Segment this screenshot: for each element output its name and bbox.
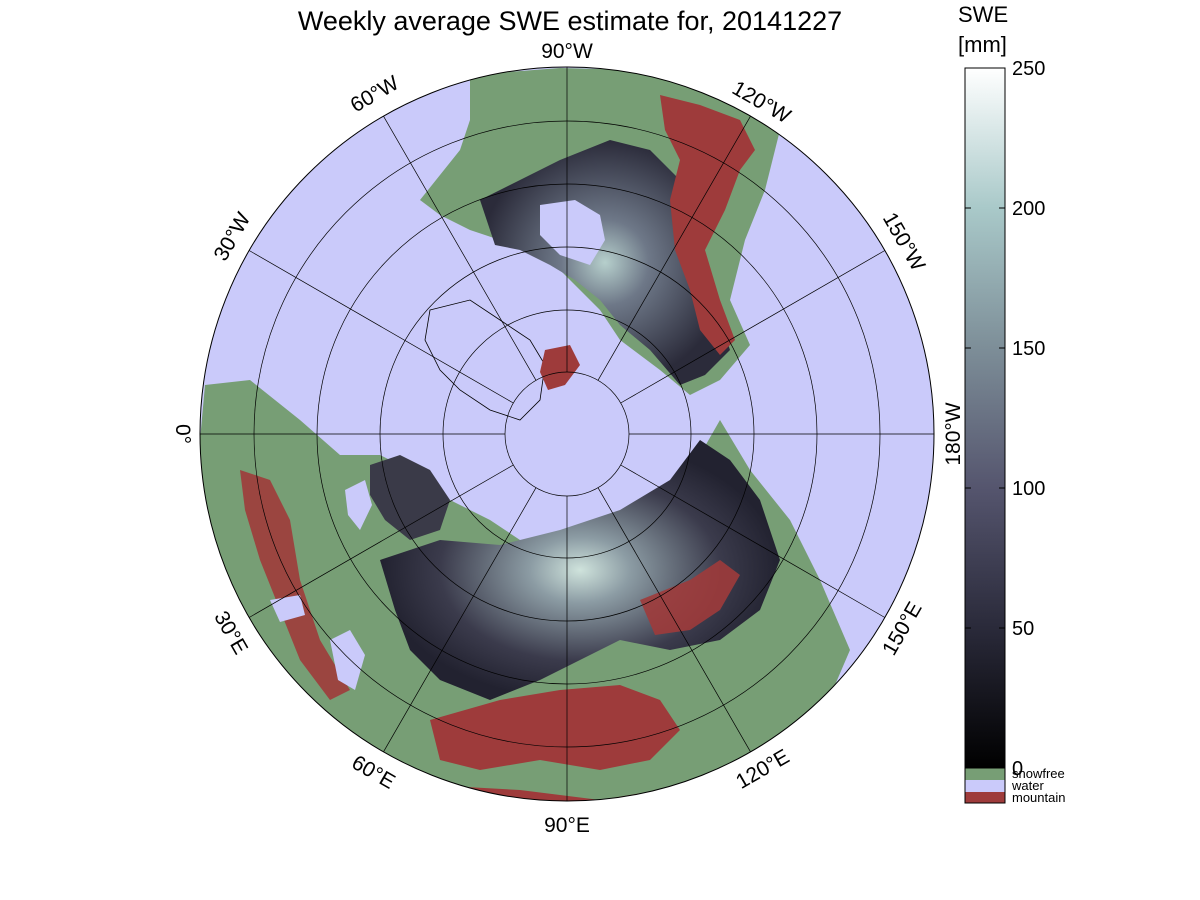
colorbar-label-line2: [mm] <box>958 32 1007 57</box>
colorbar-tick-label: 150 <box>1012 338 1045 360</box>
baltic-sea <box>345 480 372 530</box>
category-swatch-water <box>965 780 1005 792</box>
category-label-snowfree: snowfree <box>1012 766 1065 781</box>
category-label-mountain: mountain <box>1012 790 1065 805</box>
lon-label-90w: 90°W <box>541 40 593 63</box>
category-label-water: water <box>1011 778 1044 793</box>
meridian-line <box>248 250 514 404</box>
meridian-line <box>620 464 886 618</box>
lon-label-180w: 180°W <box>942 402 965 465</box>
north-america-snow <box>480 140 730 385</box>
lon-label-90e: 90°E <box>544 814 590 837</box>
lon-label-60e: 60°E <box>348 751 399 794</box>
hudson-bay <box>540 200 605 265</box>
lon-label-0: 0° <box>171 424 194 444</box>
meridian-line <box>383 487 537 753</box>
chart-title: Weekly average SWE estimate for, 2014122… <box>297 6 843 36</box>
rockies-mountain <box>660 95 755 355</box>
colorbar-label-line1: SWE <box>958 2 1009 27</box>
meridian-line <box>620 250 886 404</box>
lon-label-30e: 30°E <box>209 607 252 658</box>
colorbar-tick-label: 50 <box>1012 618 1034 640</box>
europe-mountain <box>240 470 350 700</box>
meridian-line <box>597 115 751 381</box>
meridian-line <box>248 464 514 618</box>
caspian-sea <box>330 630 365 690</box>
scandinavia-snow <box>370 455 450 540</box>
meridian-line <box>597 487 751 753</box>
colorbar-tick-label: 200 <box>1012 198 1045 220</box>
colorbar-tick-label: 100 <box>1012 478 1045 500</box>
graticule <box>200 67 934 801</box>
category-frame <box>964 767 1006 804</box>
siberia-snow <box>380 440 780 700</box>
colorbar-ticks: 0 50 100 150 200 250 <box>965 58 1045 780</box>
category-swatch-snowfree <box>965 768 1005 780</box>
colorbar-gradient <box>964 67 1006 769</box>
greenland-mountain <box>540 345 580 390</box>
east-asia-mountain <box>640 560 740 635</box>
colorbar: 0 50 100 150 200 250 snowfree water mountain <box>964 58 1065 805</box>
meridian-line <box>383 115 537 381</box>
black-sea <box>270 595 305 622</box>
greenland-ice <box>424 299 546 421</box>
colorbar-tick-label: 0 <box>1012 758 1023 780</box>
central-asia-mountain <box>430 685 680 770</box>
colorbar-tick-label: 250 <box>1012 58 1045 80</box>
category-swatch-mountain <box>965 792 1005 803</box>
map-border <box>199 66 935 802</box>
